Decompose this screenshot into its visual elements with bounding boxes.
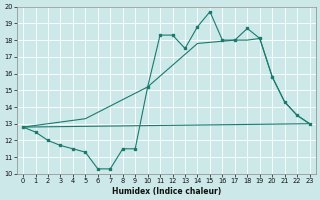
- X-axis label: Humidex (Indice chaleur): Humidex (Indice chaleur): [112, 187, 221, 196]
